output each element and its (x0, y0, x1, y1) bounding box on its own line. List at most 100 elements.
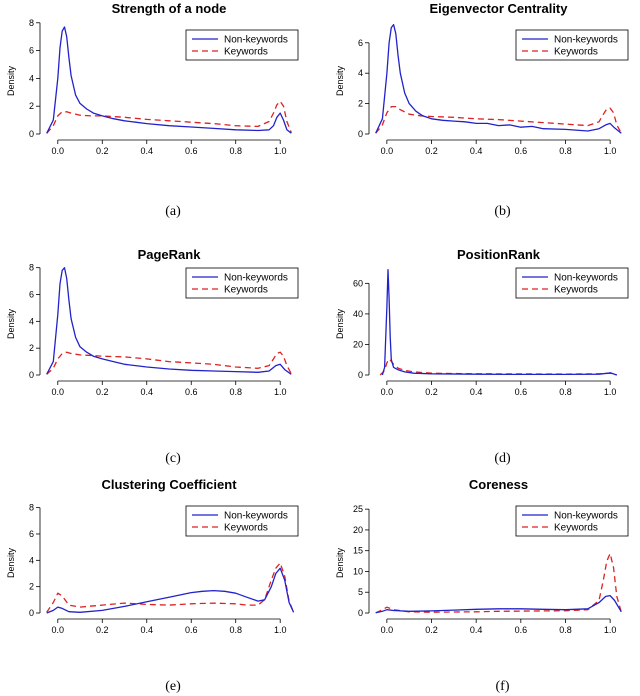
x-tick-label: 0.0 (381, 625, 394, 635)
chart-title: Strength of a node (112, 1, 227, 16)
y-tick-label: 20 (353, 525, 363, 535)
y-tick-label: 2 (358, 99, 363, 109)
x-tick-label: 0.4 (470, 625, 483, 635)
x-tick-label: 0.2 (96, 387, 109, 397)
y-tick-label: 25 (353, 504, 363, 514)
x-tick-label: 1.0 (274, 387, 287, 397)
non-keywords-density-line (46, 26, 292, 134)
x-tick-label: 0.8 (229, 625, 242, 635)
legend-label-keywords: Keywords (224, 523, 268, 534)
y-tick-label: 0 (358, 608, 363, 618)
y-tick-label: 4 (29, 316, 34, 326)
x-tick-label: 0.8 (559, 625, 572, 635)
x-tick-label: 0.4 (470, 146, 483, 156)
legend-box (515, 267, 629, 299)
y-tick-label: 2 (29, 582, 34, 592)
x-tick-label: 0.6 (515, 146, 528, 156)
y-tick-label: 0 (29, 370, 34, 380)
legend-label-non-keywords: Non-keywords (554, 35, 618, 46)
y-tick-label: 0 (29, 129, 34, 139)
legend-box (515, 505, 629, 537)
chart-title: Clustering Coefficient (101, 477, 237, 492)
legend-label-non-keywords: Non-keywords (554, 273, 618, 284)
y-tick-label: 2 (29, 343, 34, 353)
x-tick-label: 0.0 (52, 625, 65, 635)
legend-box (185, 267, 299, 299)
y-tick-label: 0 (358, 129, 363, 139)
x-tick-label: 0.6 (515, 625, 528, 635)
keywords-density-line (46, 562, 295, 613)
legend-label-keywords: Keywords (224, 47, 268, 58)
legend-label-non-keywords: Non-keywords (554, 511, 618, 522)
y-axis-label: Density (335, 65, 345, 96)
panel-caption: (c) (165, 451, 181, 466)
panel-caption: (b) (494, 204, 511, 219)
legend-label-keywords: Keywords (224, 285, 268, 296)
legend-box (515, 29, 629, 61)
keywords-density-line (46, 351, 292, 375)
non-keywords-density-line (381, 268, 618, 376)
x-tick-label: 0.4 (470, 387, 483, 397)
x-tick-label: 1.0 (274, 625, 287, 635)
y-axis-label: Density (335, 308, 345, 339)
panel-caption: (e) (165, 679, 181, 694)
legend-box (185, 505, 299, 537)
y-axis-label: Density (335, 547, 345, 578)
x-tick-label: 0.8 (229, 146, 242, 156)
y-tick-label: 0 (29, 608, 34, 618)
chart-panel-5: Coreness 0 5 10 15 20 25 0.0 0.2 0.4 0.6 0.8 1.0 Dens… (335, 477, 629, 694)
x-tick-label: 0.4 (141, 146, 154, 156)
x-tick-label: 0.0 (52, 146, 65, 156)
chart-panel-0: Strength of a node 0 2 4 6 8 0.0 0.2 0.4 0.6 0.8 1.… (6, 1, 299, 219)
x-tick-label: 0.2 (96, 146, 109, 156)
y-tick-label: 60 (353, 278, 363, 288)
y-tick-label: 2 (29, 101, 34, 111)
chart-title: PageRank (138, 247, 202, 262)
non-keywords-density-line (46, 267, 292, 375)
keywords-density-line (375, 105, 622, 134)
legend-label-keywords: Keywords (554, 523, 598, 534)
y-tick-label: 40 (353, 309, 363, 319)
non-keywords-density-line (375, 594, 622, 614)
x-tick-label: 0.0 (52, 387, 65, 397)
x-tick-label: 1.0 (604, 625, 617, 635)
legend-label-keywords: Keywords (554, 285, 598, 296)
x-tick-label: 0.0 (381, 146, 394, 156)
chart-title: Coreness (469, 477, 528, 492)
y-tick-label: 4 (29, 73, 34, 83)
x-tick-label: 0.4 (141, 387, 154, 397)
y-tick-label: 6 (29, 290, 34, 300)
chart-panel-1: Eigenvector Centrality 0 2 4 6 0.0 0.2 0.4 0.6 0.… (335, 1, 629, 219)
x-tick-label: 0.2 (96, 625, 109, 635)
y-tick-label: 6 (29, 46, 34, 56)
x-tick-label: 0.6 (185, 387, 198, 397)
keywords-density-line (375, 552, 622, 614)
y-tick-label: 4 (29, 555, 34, 565)
x-tick-label: 0.4 (141, 625, 154, 635)
chart-panel-3: PositionRank 0 20 40 60 0.0 0.2 0.4 0.6 0.8 1.0 Den… (335, 247, 629, 466)
non-keywords-density-line (46, 567, 295, 614)
x-tick-label: 1.0 (274, 146, 287, 156)
keywords-density-line (379, 358, 617, 376)
y-tick-label: 8 (29, 263, 34, 273)
panel-caption: (a) (165, 204, 181, 219)
y-tick-label: 6 (358, 38, 363, 48)
y-tick-label: 5 (358, 587, 363, 597)
keywords-density-line (46, 100, 292, 134)
chart-title: PositionRank (457, 247, 541, 262)
y-tick-label: 0 (358, 370, 363, 380)
x-tick-label: 0.6 (515, 387, 528, 397)
x-tick-label: 1.0 (604, 387, 617, 397)
y-tick-label: 4 (358, 68, 363, 78)
x-tick-label: 0.2 (425, 387, 438, 397)
y-tick-label: 8 (29, 18, 34, 28)
y-axis-label: Density (6, 547, 16, 578)
y-axis-label: Density (6, 65, 16, 96)
legend-box (185, 29, 299, 61)
